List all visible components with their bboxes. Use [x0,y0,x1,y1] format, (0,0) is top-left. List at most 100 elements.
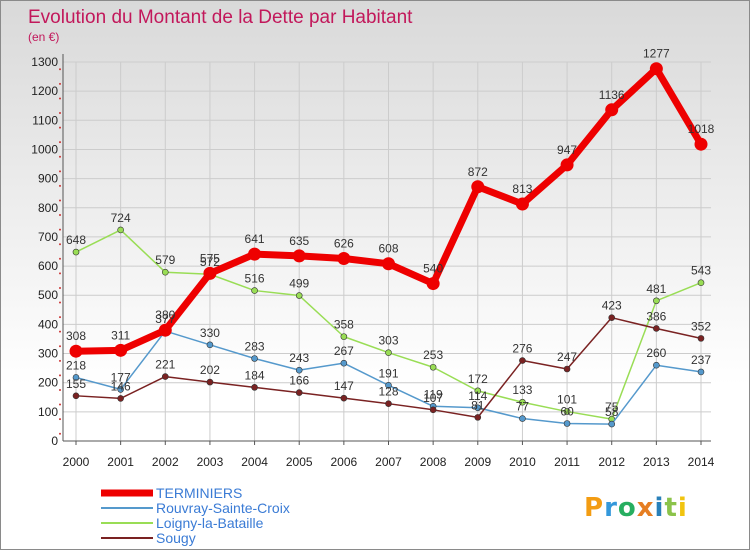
y-minor-tick [59,243,61,246]
y-minor-tick [59,141,61,144]
data-point-loigny-la-bataille [563,408,571,415]
data-point-terminiers [337,251,351,265]
data-label-terminiers: 947 [557,143,577,157]
data-label-terminiers: 872 [468,165,488,179]
data-label-sougy: 202 [200,363,220,377]
y-minor-tick [59,388,61,391]
data-label-sougy: 81 [471,398,485,412]
data-label-sougy: 166 [289,374,309,388]
data-label-rouvray-sainte-croix: 330 [200,326,220,340]
data-point-rouvray-sainte-croix [697,368,705,376]
y-minor-tick [59,126,61,129]
y-minor-tick [59,330,61,333]
y-tick-label: 1200 [31,84,58,98]
data-point-sougy [653,325,660,332]
y-minor-tick [59,97,61,100]
data-point-sougy [72,392,80,400]
data-point-rouvray-sainte-croix [474,404,482,412]
data-label-terminiers: 540 [423,262,443,276]
data-label-loigny-la-bataille: 648 [66,233,86,247]
data-label-loigny-la-bataille: 579 [155,253,175,267]
x-tick-label: 2005 [286,455,313,469]
data-point-sougy [608,314,616,321]
legend-label-sougy: Sougy [156,530,196,546]
data-label-sougy: 107 [423,391,443,405]
legend-label-terminiers: TERMINIERS [156,485,242,501]
data-point-rouvray-sainte-croix [653,361,660,369]
data-label-terminiers: 635 [289,234,309,248]
data-point-rouvray-sainte-croix [385,382,392,389]
data-point-terminiers [158,323,172,337]
y-tick-label: 700 [38,230,58,244]
data-label-terminiers: 626 [334,236,354,250]
data-point-terminiers [515,197,529,211]
data-label-loigny-la-bataille: 172 [468,372,488,386]
data-point-sougy [340,394,348,402]
y-tick-label: 1300 [31,55,58,69]
y-minor-tick [59,184,61,187]
x-tick-label: 2009 [464,455,491,469]
data-point-rouvray-sainte-croix [72,374,80,381]
legend-label-rouvray-sainte-croix: Rouvray-Sainte-Croix [156,500,290,516]
data-point-loigny-la-bataille [340,333,348,340]
y-tick-label: 500 [38,288,58,302]
data-point-sougy [161,373,169,380]
data-label-sougy: 423 [602,299,622,313]
data-label-rouvray-sainte-croix: 114 [468,389,487,403]
data-point-rouvray-sainte-croix [117,386,124,393]
y-minor-tick [59,170,61,173]
data-label-loigny-la-bataille: 499 [289,277,309,291]
y-minor-tick [59,112,61,115]
data-label-rouvray-sainte-croix: 377 [155,312,175,326]
data-label-sougy: 221 [155,358,175,372]
data-point-loigny-la-bataille [251,287,258,294]
data-point-rouvray-sainte-croix [251,355,258,362]
axes: 0 100 200 300 400 500 600 700 800 900 1000 1100 1200… [31,54,715,469]
data-label-sougy: 147 [334,379,354,393]
data-label-rouvray-sainte-croix: 191 [378,366,398,380]
data-point-terminiers [203,266,217,280]
chart-subtitle: (en €) [28,30,59,44]
data-label-loigny-la-bataille: 101 [557,393,577,407]
data-point-terminiers [69,344,83,358]
y-tick-label: 300 [38,347,58,361]
data-label-terminiers: 575 [200,251,220,265]
data-label-loigny-la-bataille: 481 [646,282,666,296]
y-tick-label: 1000 [31,142,58,156]
data-point-terminiers [248,247,262,261]
legend: TERMINIERSRouvray-Sainte-CroixLoigny-la-… [101,485,290,546]
data-label-rouvray-sainte-croix: 260 [646,346,666,360]
y-minor-tick [59,301,61,304]
data-point-terminiers [694,137,708,151]
data-label-terminiers: 1018 [688,122,715,136]
data-point-terminiers [292,249,306,263]
x-tick-label: 2001 [107,455,134,469]
y-minor-tick [59,68,61,71]
data-point-terminiers [426,277,440,291]
data-label-terminiers: 1136 [599,88,625,102]
data-label-loigny-la-bataille: 75 [605,400,619,414]
data-label-rouvray-sainte-croix: 60 [560,405,574,419]
data-point-sougy [519,357,526,364]
data-label-terminiers: 641 [245,232,265,246]
x-tick-label: 2012 [598,455,625,469]
data-point-terminiers [471,180,485,194]
data-label-sougy: 146 [111,379,131,393]
data-point-loigny-la-bataille [653,297,660,305]
y-minor-tick [59,345,61,348]
y-tick-label: 400 [38,317,58,331]
data-point-terminiers [605,103,619,117]
data-point-loigny-la-bataille [295,292,303,299]
data-point-rouvray-sainte-croix [563,420,571,427]
data-label-rouvray-sainte-croix: 119 [424,387,443,401]
data-point-loigny-la-bataille [161,268,169,276]
y-minor-tick [59,199,61,202]
y-minor-tick [59,272,61,275]
y-tick-label: 600 [38,259,58,273]
data-point-loigny-la-bataille [385,349,392,356]
data-label-sougy: 184 [245,368,265,382]
data-point-rouvray-sainte-croix [519,415,526,422]
data-label-sougy: 386 [646,309,666,323]
chart-title: Evolution du Montant de la Dette par Hab… [28,7,413,28]
